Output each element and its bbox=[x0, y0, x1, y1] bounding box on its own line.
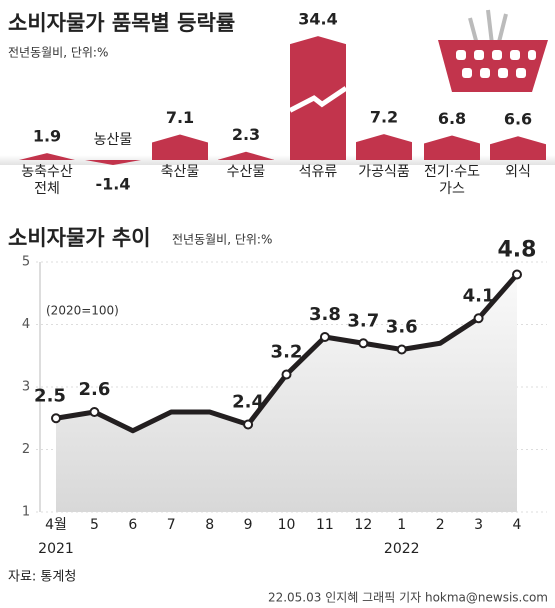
basket-icon bbox=[438, 9, 548, 92]
bar bbox=[356, 134, 412, 160]
bar bbox=[218, 151, 274, 160]
category-label: 수산물 bbox=[226, 164, 266, 180]
value-label: 6.6 bbox=[504, 110, 532, 129]
value-label: 2.4 bbox=[232, 392, 264, 413]
y-tick-label: 5 bbox=[22, 255, 30, 270]
value-label: 6.8 bbox=[438, 109, 466, 128]
x-tick-label: 4 bbox=[513, 517, 522, 533]
axis-break bbox=[288, 86, 348, 113]
x-tick-label: 9 bbox=[244, 517, 253, 533]
y-tick-label: 3 bbox=[22, 380, 30, 395]
category-label: 농산물 bbox=[93, 132, 133, 148]
value-label: 1.9 bbox=[33, 127, 61, 146]
category-label: 가공식품 bbox=[358, 164, 410, 180]
chart-subtitle: 전년동월비, 단위:% bbox=[8, 46, 108, 60]
category-label: 전기·수도 가스 bbox=[424, 164, 480, 197]
value-label: 3.7 bbox=[347, 310, 379, 331]
value-label: 4.1 bbox=[463, 285, 495, 306]
value-label: 3.2 bbox=[271, 342, 303, 363]
x-tick-label: 6 bbox=[128, 517, 137, 533]
chart-title: 소비자물가 품목별 등락률 bbox=[8, 11, 235, 35]
annotation: (2020=100) bbox=[46, 304, 119, 318]
category-label: 외식 bbox=[505, 164, 531, 180]
bar bbox=[85, 160, 141, 166]
y-tick-label: 4 bbox=[22, 317, 30, 332]
value-label: -1.4 bbox=[96, 175, 131, 194]
x-tick-label: 11 bbox=[316, 517, 334, 533]
category-label: 석유류 bbox=[298, 164, 338, 180]
chart-title: 소비자물가 추이 bbox=[8, 226, 151, 250]
source: 자료: 통계청 bbox=[8, 570, 76, 585]
value-label: 3.8 bbox=[309, 304, 341, 325]
x-tick-label: 3 bbox=[474, 517, 483, 533]
bar bbox=[19, 153, 75, 160]
point bbox=[396, 344, 407, 355]
value-label: 7.1 bbox=[166, 108, 194, 127]
x-tick-label: 1 bbox=[397, 517, 406, 533]
bar bbox=[152, 134, 208, 160]
value-label: 34.4 bbox=[298, 10, 337, 29]
bar bbox=[424, 135, 480, 160]
x-tick-label: 7 bbox=[167, 517, 176, 533]
bar bbox=[490, 136, 546, 160]
point bbox=[512, 269, 522, 280]
value-label: 3.6 bbox=[386, 317, 418, 338]
year-label: 2021 bbox=[38, 541, 74, 557]
y-tick-label: 1 bbox=[22, 505, 30, 520]
point bbox=[358, 338, 369, 349]
point bbox=[473, 313, 484, 324]
x-tick-label: 8 bbox=[205, 517, 214, 533]
value-label: 2.6 bbox=[78, 379, 110, 400]
x-tick-label: 2 bbox=[436, 517, 445, 533]
x-tick-label: 4월 bbox=[45, 517, 67, 533]
year-label: 2022 bbox=[384, 541, 420, 557]
chart-subtitle: 전년동월비, 단위:% bbox=[172, 233, 272, 247]
value-label: 4.8 bbox=[498, 238, 537, 263]
category-label: 축산물 bbox=[160, 164, 200, 180]
x-tick-label: 12 bbox=[354, 517, 372, 533]
credit: 22.05.03 인지혜 그래픽 기자 hokma@newsis.com bbox=[268, 591, 548, 605]
area bbox=[56, 274, 517, 512]
point bbox=[319, 332, 330, 342]
x-tick-label: 10 bbox=[278, 517, 296, 533]
x-tick-label: 5 bbox=[90, 517, 99, 533]
value-label: 2.3 bbox=[232, 125, 260, 144]
category-label: 농축수산 전체 bbox=[21, 164, 73, 197]
point bbox=[51, 413, 61, 424]
value-label: 2.5 bbox=[34, 385, 66, 406]
y-tick-label: 2 bbox=[22, 442, 30, 457]
point bbox=[89, 407, 100, 417]
point bbox=[243, 419, 254, 430]
value-label: 7.2 bbox=[370, 108, 398, 127]
baseline-band bbox=[0, 155, 555, 165]
point bbox=[281, 369, 292, 380]
